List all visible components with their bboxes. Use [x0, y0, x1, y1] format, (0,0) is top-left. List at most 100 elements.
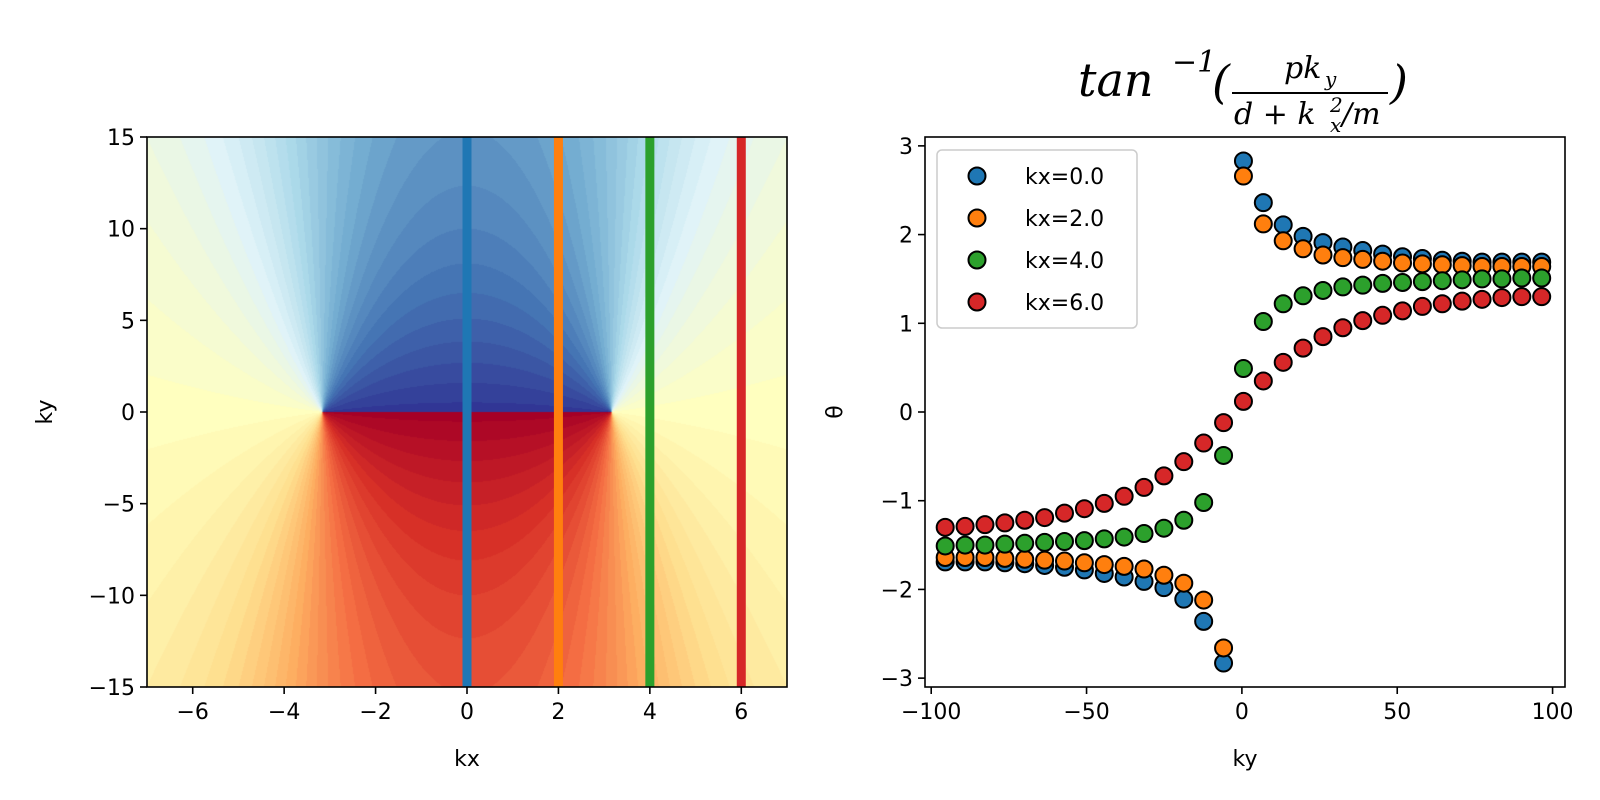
heatmap-y-ticks: −15 −10 −5 0 5 10 15	[89, 126, 147, 701]
scatter-point	[995, 534, 1015, 554]
scatter-point	[1015, 549, 1035, 569]
legend-box	[936, 149, 1138, 329]
scatter-point	[1233, 359, 1253, 379]
heatmap-x-axis-label: kx	[454, 747, 480, 772]
title-denominator-superscript: 2	[1329, 93, 1343, 117]
scatter-point	[1214, 445, 1234, 465]
series-kx=6.0	[935, 287, 1552, 537]
scatter-point	[1512, 268, 1532, 288]
scatter-points	[935, 151, 1552, 673]
scatter-y-tick-label: −1	[881, 490, 913, 515]
heatmap-x-tick-label: 6	[734, 700, 748, 725]
scatter-point	[1412, 296, 1432, 316]
legend-marker	[967, 166, 987, 186]
scatter-point	[1273, 352, 1293, 372]
scatter-point	[1094, 529, 1114, 549]
scatter-x-axis-label: ky	[1233, 747, 1258, 772]
scatter-point	[1174, 452, 1194, 472]
scatter-point	[955, 516, 975, 536]
scatter-point	[1035, 550, 1055, 570]
scatter-point	[1373, 305, 1393, 325]
scatter-point	[1233, 166, 1253, 186]
title-base: tan	[1078, 53, 1154, 107]
scatter-point	[1253, 214, 1273, 234]
scatter-point	[1472, 289, 1492, 309]
scatter-point	[935, 536, 955, 556]
scatter-title: tan −1 ( pk y d + k 2 x /m )	[1078, 45, 1408, 137]
scatter-point	[1233, 391, 1253, 411]
series-kx=4.0	[935, 268, 1552, 556]
scatter-point	[1174, 573, 1194, 593]
heatmap-x-tick-label: −6	[176, 700, 208, 725]
scatter-point	[1054, 551, 1074, 571]
scatter-point	[1353, 249, 1373, 269]
scatter-y-tick-label: 1	[899, 312, 913, 337]
scatter-point	[1253, 312, 1273, 332]
legend-marker	[967, 208, 987, 228]
scatter-point	[1074, 553, 1094, 573]
legend-marker	[967, 250, 987, 270]
scatter-point	[1452, 270, 1472, 290]
heatmap-y-tick-label: −10	[89, 584, 135, 609]
scatter-point	[995, 513, 1015, 533]
scatter-point	[1293, 286, 1313, 306]
scatter-point	[1094, 493, 1114, 513]
scatter-point	[1154, 565, 1174, 585]
scatter-point	[1174, 589, 1194, 609]
scatter-point	[1373, 273, 1393, 293]
legend-item: kx=2.0	[967, 207, 1104, 232]
scatter-x-tick-label: 50	[1383, 700, 1411, 725]
scatter-point	[1253, 371, 1273, 391]
scatter-point	[1273, 215, 1293, 235]
scatter-point	[1492, 269, 1512, 289]
scatter-x-tick-label: −50	[1063, 700, 1109, 725]
scatter-point	[1015, 510, 1035, 530]
scatter-point	[1114, 527, 1134, 547]
heatmap-x-tick-label: −2	[359, 700, 391, 725]
scatter-point	[1214, 638, 1234, 658]
scatter-y-tick-label: 0	[899, 401, 913, 426]
vertical-lines	[462, 137, 746, 687]
scatter-point	[1253, 193, 1273, 213]
scatter-point	[1492, 288, 1512, 308]
heatmap-x-tick-label: 4	[643, 700, 657, 725]
heatmap-x-ticks: −6 −4 −2 0 2 4 6	[176, 687, 748, 725]
scatter-point	[975, 535, 995, 555]
heatmap-y-tick-label: 15	[107, 126, 135, 151]
heatmap-y-axis-label: ky	[33, 400, 58, 425]
scatter-point	[1532, 268, 1552, 288]
title-denominator-right: /m	[1339, 97, 1381, 132]
scatter-point	[1353, 311, 1373, 331]
scatter-point	[1154, 466, 1174, 486]
scatter-y-tick-label: 2	[899, 224, 913, 249]
scatter-point	[1532, 287, 1552, 307]
scatter-point	[1432, 271, 1452, 291]
scatter-point	[1393, 253, 1413, 273]
legend-item: kx=4.0	[967, 249, 1104, 274]
scatter-panel: tan −1 ( pk y d + k 2 x /m ) −100 −50 0 50 1…	[823, 45, 1574, 772]
legend-label: kx=4.0	[1025, 249, 1104, 274]
scatter-point	[1035, 532, 1055, 552]
legend-item: kx=6.0	[967, 291, 1104, 316]
heatmap-y-tick-label: −15	[89, 676, 135, 701]
legend-label: kx=2.0	[1025, 207, 1104, 232]
scatter-point	[1214, 413, 1234, 433]
scatter-point	[1134, 559, 1154, 579]
heatmap-x-tick-label: −4	[268, 700, 300, 725]
scatter-point	[1333, 318, 1353, 338]
legend-label: kx=0.0	[1025, 165, 1104, 190]
scatter-point	[1373, 251, 1393, 271]
title-open-paren: (	[1212, 55, 1231, 109]
scatter-point	[1393, 272, 1413, 292]
heatmap-y-tick-label: −5	[103, 493, 135, 518]
heatmap-panel: −6 −4 −2 0 2 4 6 −15 −10 −5 0 5 10 15 kx ky	[33, 126, 788, 772]
legend-item: kx=0.0	[967, 165, 1104, 190]
scatter-point	[1273, 231, 1293, 251]
heatmap-y-tick-label: 10	[107, 218, 135, 243]
scatter-point	[1194, 492, 1214, 512]
scatter-point	[1154, 518, 1174, 538]
scatter-point	[1194, 590, 1214, 610]
scatter-point	[1512, 287, 1532, 307]
title-close-paren: )	[1389, 55, 1408, 109]
scatter-point	[1313, 327, 1333, 347]
